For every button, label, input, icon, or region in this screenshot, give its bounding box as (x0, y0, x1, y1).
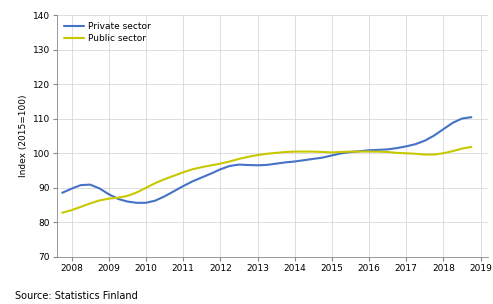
Private sector (143, 201, 149, 205)
Private sector (403, 144, 409, 148)
Public sector (459, 147, 465, 150)
Public sector (59, 211, 65, 215)
Private sector (394, 146, 400, 150)
Public sector (403, 151, 409, 155)
Public sector (366, 150, 372, 154)
Public sector (264, 152, 270, 156)
Private sector (97, 187, 103, 190)
Public sector (292, 150, 298, 154)
Public sector (468, 145, 474, 149)
Text: Source: Statistics Finland: Source: Statistics Finland (15, 291, 138, 301)
Public sector (152, 181, 158, 185)
Private sector (310, 157, 316, 161)
Private sector (431, 134, 437, 137)
Private sector (78, 183, 84, 187)
Private sector (199, 176, 205, 179)
Public sector (329, 150, 335, 154)
Public sector (245, 155, 251, 159)
Private sector (413, 142, 419, 146)
Private sector (459, 117, 465, 120)
Public sector (357, 150, 363, 154)
Public sector (227, 160, 233, 163)
Public sector (199, 165, 205, 169)
Private sector (450, 121, 456, 125)
Private sector (357, 149, 363, 153)
Public sector (134, 191, 140, 194)
Private sector (468, 115, 474, 119)
Y-axis label: Index (2015=100): Index (2015=100) (19, 95, 28, 177)
Private sector (292, 160, 298, 163)
Private sector (236, 163, 242, 166)
Private sector (375, 148, 381, 152)
Private sector (422, 139, 428, 143)
Public sector (69, 208, 74, 212)
Private sector (254, 164, 260, 167)
Private sector (189, 180, 195, 183)
Public sector (319, 150, 325, 154)
Public sector (385, 150, 390, 154)
Private sector (59, 191, 65, 195)
Private sector (180, 184, 186, 188)
Private sector (115, 197, 121, 201)
Public sector (208, 164, 214, 167)
Private sector (366, 148, 372, 152)
Private sector (69, 187, 74, 191)
Public sector (413, 152, 419, 156)
Private sector (301, 158, 307, 162)
Private sector (106, 192, 112, 196)
Private sector (282, 161, 288, 164)
Private sector (162, 195, 168, 198)
Public sector (254, 153, 260, 157)
Public sector (106, 197, 112, 200)
Public sector (115, 196, 121, 199)
Private sector (152, 199, 158, 202)
Public sector (422, 153, 428, 156)
Private sector (87, 183, 93, 186)
Public sector (124, 194, 130, 198)
Public sector (162, 178, 168, 181)
Private sector (273, 162, 279, 165)
Legend: Private sector, Public sector: Private sector, Public sector (61, 20, 154, 46)
Public sector (310, 150, 316, 154)
Public sector (282, 150, 288, 154)
Public sector (97, 199, 103, 202)
Public sector (171, 174, 177, 178)
Public sector (87, 202, 93, 205)
Private sector (348, 150, 353, 154)
Public sector (189, 168, 195, 171)
Public sector (338, 150, 344, 154)
Private sector (171, 189, 177, 193)
Private sector (217, 168, 223, 171)
Public sector (301, 150, 307, 154)
Public sector (450, 149, 456, 153)
Private sector (208, 172, 214, 175)
Public sector (78, 205, 84, 209)
Private sector (134, 201, 140, 205)
Public sector (431, 153, 437, 156)
Public sector (440, 151, 446, 155)
Private sector (264, 163, 270, 167)
Private sector (385, 147, 390, 151)
Line: Private sector: Private sector (62, 117, 471, 203)
Public sector (217, 162, 223, 165)
Private sector (245, 163, 251, 167)
Private sector (124, 200, 130, 203)
Private sector (227, 164, 233, 168)
Public sector (180, 171, 186, 174)
Public sector (236, 157, 242, 161)
Private sector (319, 156, 325, 159)
Public sector (394, 151, 400, 155)
Private sector (329, 154, 335, 157)
Private sector (440, 127, 446, 131)
Public sector (348, 150, 353, 154)
Private sector (338, 152, 344, 155)
Public sector (273, 151, 279, 155)
Public sector (375, 150, 381, 154)
Public sector (143, 186, 149, 190)
Line: Public sector: Public sector (62, 147, 471, 213)
